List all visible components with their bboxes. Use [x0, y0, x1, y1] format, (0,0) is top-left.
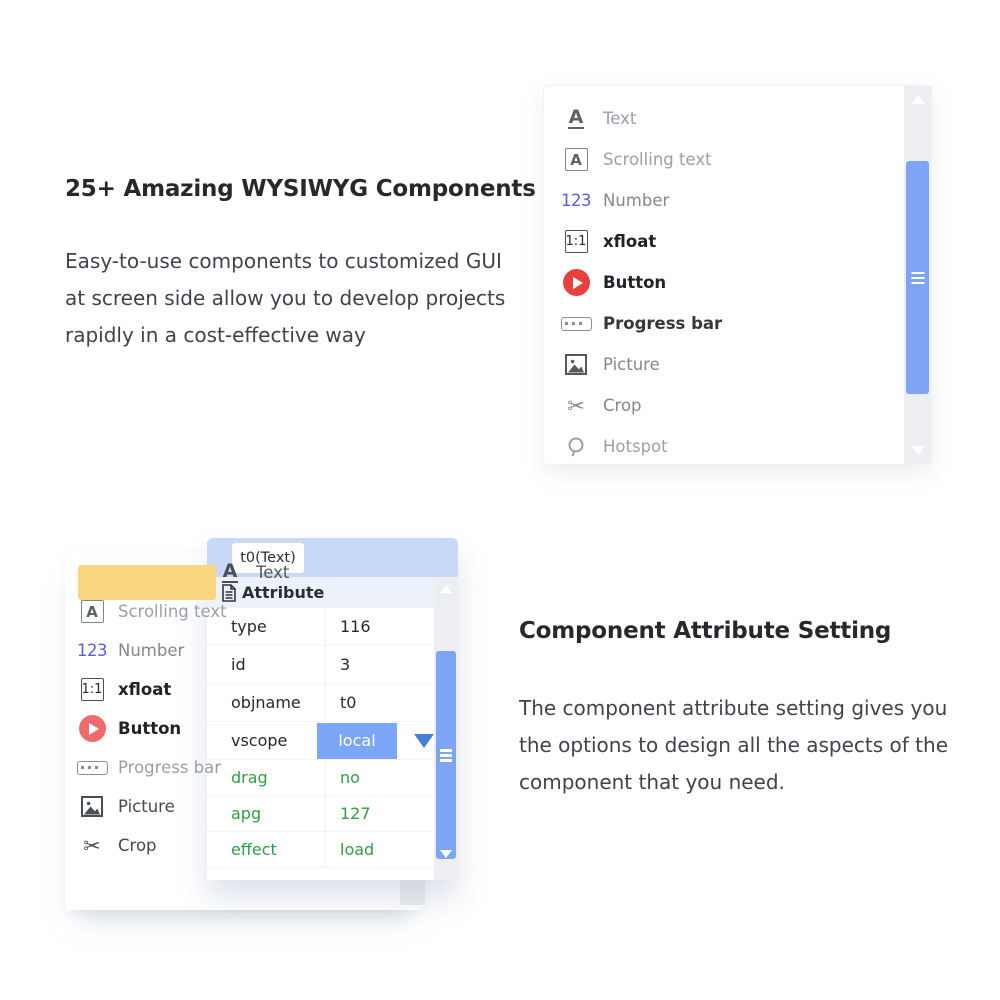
object-tab[interactable]: t0(Text) [232, 543, 304, 573]
attribute-subheader: Attribute [207, 577, 434, 608]
attribute-name: id [231, 655, 246, 674]
xfloat-icon: 1:1 [558, 230, 594, 253]
attribute-name: drag [231, 768, 268, 787]
picture-icon [75, 795, 109, 818]
scrollbar-thumb[interactable] [906, 161, 929, 394]
component-item-hotspot[interactable]: Hotspot [544, 426, 904, 464]
component-item-picture[interactable]: Picture [65, 787, 422, 826]
component-item-label: Text [603, 109, 637, 128]
attribute-row-drag: drag no [207, 760, 434, 796]
component-item-button[interactable]: Button [544, 262, 904, 303]
attribute-row-objname: objname t0 [207, 684, 434, 722]
button-icon [75, 715, 109, 742]
attribute-row-type: type 116 [207, 608, 434, 646]
attribute-table: type 116 id 3 objname t0 vscope local dr… [207, 608, 434, 868]
attribute-panel: t0(Text) Attribute type 116 id 3 objname… [207, 538, 458, 880]
vscope-dropdown[interactable]: local [317, 722, 397, 759]
attribute-value[interactable]: 3 [325, 646, 434, 683]
component-item-number[interactable]: 123 Number [544, 180, 904, 221]
attribute-subheader-label: Attribute [242, 583, 325, 602]
component-item-label: xfloat [603, 232, 657, 251]
attribute-row-id: id 3 [207, 646, 434, 684]
crop-icon: ✂ [83, 833, 101, 858]
attribute-section-description: The component attribute setting gives yo… [519, 696, 948, 794]
attribute-name: vscope [231, 731, 288, 750]
component-item-xfloat[interactable]: 1:1 xfloat [65, 670, 422, 709]
attribute-panel-header: t0(Text) [207, 538, 458, 577]
component-item-xfloat[interactable]: 1:1 xfloat [544, 221, 904, 262]
number-icon: 123 [77, 641, 108, 660]
button-icon [558, 269, 594, 296]
chevron-down-icon[interactable] [414, 733, 434, 748]
component-item-scrolling-text[interactable]: A Scrolling text [65, 592, 422, 631]
component-item-progress-bar[interactable]: Progress bar [65, 748, 422, 787]
component-item-crop[interactable]: ✂ Crop [544, 385, 904, 426]
scroll-up-icon[interactable] [910, 95, 925, 104]
component-item-label: Button [603, 273, 667, 292]
scrolling-text-icon: A [75, 600, 109, 623]
xfloat-icon: 1:1 [75, 678, 109, 701]
attribute-name: type [231, 617, 267, 636]
attribute-name: apg [231, 804, 262, 823]
component-list-scrollbar[interactable] [904, 86, 931, 464]
progress-bar-icon [558, 316, 594, 331]
component-item-label: Scrolling text [118, 602, 227, 621]
crop-icon: ✂ [567, 393, 585, 418]
wysiwyg-section-description: Easy-to-use components to customized GUI… [65, 249, 506, 347]
attribute-row-vscope: vscope local [207, 722, 434, 760]
attribute-name: objname [231, 693, 301, 712]
component-item-label: Button [118, 719, 182, 738]
attribute-row-apg: apg 127 [207, 796, 434, 832]
attribute-value[interactable]: 127 [325, 796, 434, 831]
component-item-label: Crop [603, 396, 642, 415]
component-item-label: Crop [118, 836, 157, 855]
component-item-label: Progress bar [603, 314, 723, 333]
component-item-progress-bar[interactable]: Progress bar [544, 303, 904, 344]
wysiwyg-section-title: 25+ Amazing WYSIWYG Components [65, 176, 536, 202]
text-icon: A [567, 105, 585, 130]
scroll-up-icon[interactable] [440, 585, 452, 593]
document-icon [221, 583, 237, 602]
scrollbar-grip-icon [911, 271, 924, 274]
selection-highlight [78, 565, 216, 600]
component-item-label: Progress bar [118, 758, 222, 777]
component-list-panel: A Text A Scrolling text 123 Number 1:1 x… [543, 85, 932, 465]
picture-icon [558, 353, 594, 376]
scroll-down-icon[interactable] [910, 446, 925, 455]
attribute-panel-scrollbar[interactable] [434, 577, 458, 880]
attribute-value[interactable]: load [325, 832, 434, 867]
component-item-number[interactable]: 123 Number [65, 631, 422, 670]
number-icon: 123 [561, 191, 592, 210]
component-item-label: Picture [118, 797, 175, 816]
component-item-picture[interactable]: Picture [544, 344, 904, 385]
scroll-down-icon[interactable] [440, 850, 452, 858]
component-item-label: Hotspot [603, 437, 668, 456]
attribute-value[interactable]: 116 [325, 608, 434, 645]
attribute-row-effect: effect load [207, 832, 434, 868]
component-item-label: Text [256, 563, 290, 582]
component-item-label: Number [118, 641, 185, 660]
progress-bar-icon [75, 760, 109, 775]
component-item-label: xfloat [118, 680, 172, 699]
attribute-name: effect [231, 840, 277, 859]
component-item-button[interactable]: Button [65, 709, 422, 748]
component-list: A Text A Scrolling text 123 Number 1:1 x… [544, 98, 904, 464]
component-item-text-selected[interactable]: A Text [65, 553, 422, 600]
component-item-label: Scrolling text [603, 150, 712, 169]
attribute-value[interactable]: t0 [325, 684, 434, 721]
component-item-label: Number [603, 191, 670, 210]
attribute-value[interactable]: no [325, 760, 434, 795]
scrollbar-grip-icon [440, 749, 452, 752]
attribute-section-title: Component Attribute Setting [519, 618, 892, 644]
text-icon: A [221, 559, 239, 584]
component-item-label: Picture [603, 355, 660, 374]
component-item-crop[interactable]: ✂ Crop [65, 826, 422, 865]
component-item-scrolling-text[interactable]: A Scrolling text [544, 139, 904, 180]
hotspot-icon [558, 436, 594, 458]
component-item-text[interactable]: A Text [544, 98, 904, 139]
scrolling-text-icon: A [558, 148, 594, 171]
scrollbar-thumb[interactable] [436, 651, 456, 859]
